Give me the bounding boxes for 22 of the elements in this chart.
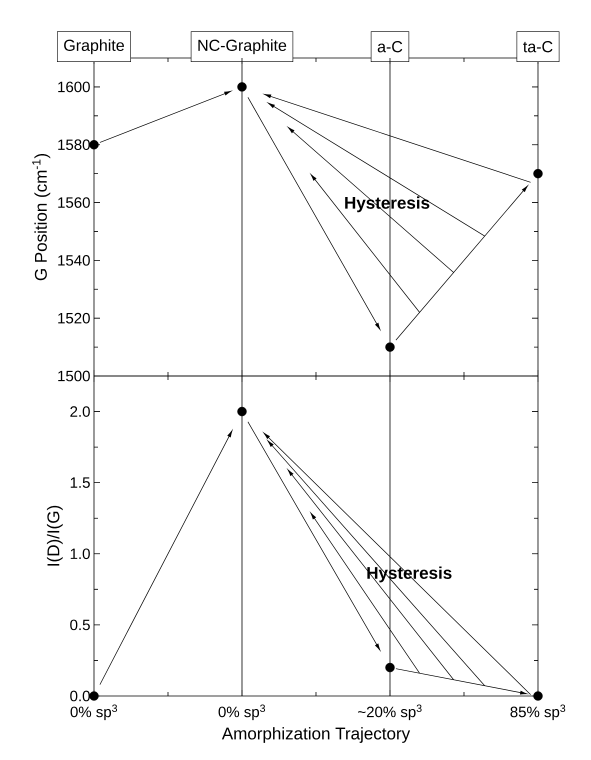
x-axis-title: Amorphization Trajectory <box>222 727 410 743</box>
x-tick-label: NC-Graphite <box>198 39 286 54</box>
x-tick-label: a-C <box>378 41 402 52</box>
x-tick-label: 85% sp$^{3}$ <box>510 704 566 720</box>
x-tick-label: 0% sp$^{3}$ <box>70 704 118 720</box>
x-tick-label: 0% sp$^{3}$ <box>218 704 266 720</box>
y-tick-label: 2.0 <box>70 406 90 417</box>
y-tick-label: 1560 <box>58 197 90 208</box>
y-tick-label: 1520 <box>58 312 90 324</box>
y-tick-label: 0.5 <box>70 620 90 630</box>
y-axis-title: I(D)/I(G) <box>46 506 63 566</box>
y-axis-title: G Position (cm$^{-1}$) <box>32 154 50 280</box>
y-tick-label: 1.0 <box>70 548 90 560</box>
y-tick-label: 0.0 <box>70 690 90 702</box>
x-tick-label: ~20% sp$^{3}$ <box>358 704 422 720</box>
y-tick-label: 1600 <box>58 82 90 92</box>
y-tick-label: 1500 <box>58 370 90 382</box>
x-tick-label: ta-C <box>523 41 552 52</box>
y-tick-label: 1.5 <box>70 477 90 488</box>
x-tick-label: Graphite <box>64 39 124 54</box>
y-tick-label: 1580 <box>58 139 90 150</box>
y-tick-label: 1540 <box>58 255 90 266</box>
